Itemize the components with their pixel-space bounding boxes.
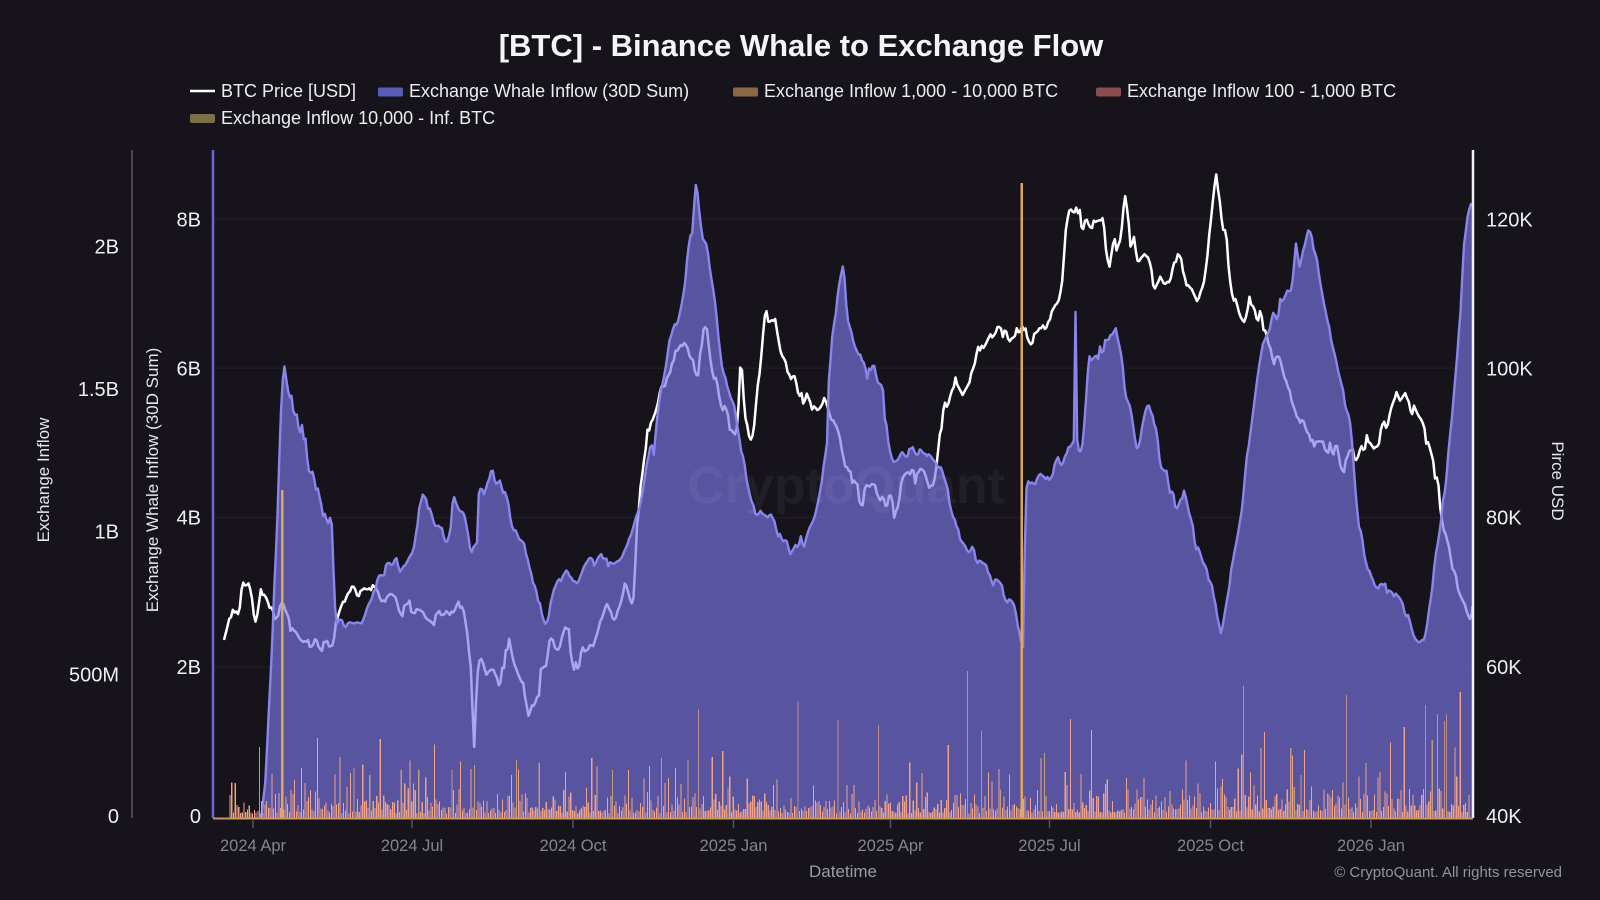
svg-text:Exchange Inflow: Exchange Inflow — [34, 417, 53, 542]
svg-text:2024 Jul: 2024 Jul — [381, 837, 443, 855]
svg-text:100K: 100K — [1486, 359, 1533, 381]
svg-text:0: 0 — [108, 806, 119, 828]
svg-text:2024 Apr: 2024 Apr — [220, 837, 287, 855]
svg-text:Exchange Whale Inflow (30D Sum: Exchange Whale Inflow (30D Sum) — [143, 348, 162, 613]
svg-text:120K: 120K — [1486, 210, 1533, 232]
svg-text:BTC Price [USD]: BTC Price [USD] — [221, 81, 356, 101]
svg-text:4B: 4B — [177, 508, 201, 530]
svg-text:2B: 2B — [177, 657, 201, 679]
svg-text:2024 Oct: 2024 Oct — [540, 837, 607, 855]
svg-text:2025 Oct: 2025 Oct — [1177, 837, 1244, 855]
svg-text:2B: 2B — [95, 237, 119, 259]
svg-text:2025 Jan: 2025 Jan — [700, 837, 768, 855]
svg-text:Pirce USD: Pirce USD — [1548, 441, 1567, 520]
svg-text:80K: 80K — [1486, 508, 1522, 530]
svg-text:1B: 1B — [95, 522, 119, 544]
svg-text:© CryptoQuant. All rights rese: © CryptoQuant. All rights reserved — [1334, 864, 1562, 881]
svg-text:8B: 8B — [177, 210, 201, 232]
svg-text:2026 Jan: 2026 Jan — [1337, 837, 1405, 855]
svg-text:2025 Apr: 2025 Apr — [857, 837, 924, 855]
svg-text:[BTC] - Binance Whale to Excha: [BTC] - Binance Whale to Exchange Flow — [499, 28, 1104, 63]
svg-text:Exchange Inflow 10,000 - Inf.: Exchange Inflow 10,000 - Inf. BTC — [221, 108, 495, 128]
svg-text:1.5B: 1.5B — [78, 379, 119, 401]
svg-text:0: 0 — [190, 806, 201, 828]
svg-text:500M: 500M — [69, 665, 119, 687]
svg-text:Exchange Inflow 100 - 1,000 BT: Exchange Inflow 100 - 1,000 BTC — [1127, 81, 1396, 101]
svg-text:6B: 6B — [177, 359, 201, 381]
svg-text:Datetime: Datetime — [809, 862, 877, 881]
svg-text:Exchange Inflow 1,000 - 10,000: Exchange Inflow 1,000 - 10,000 BTC — [764, 81, 1058, 101]
svg-text:40K: 40K — [1486, 806, 1522, 828]
svg-text:2025 Jul: 2025 Jul — [1018, 837, 1080, 855]
svg-text:60K: 60K — [1486, 657, 1522, 679]
svg-text:CryptoQuant: CryptoQuant — [687, 457, 1005, 515]
svg-text:Exchange Whale Inflow (30D Sum: Exchange Whale Inflow (30D Sum) — [409, 81, 689, 101]
